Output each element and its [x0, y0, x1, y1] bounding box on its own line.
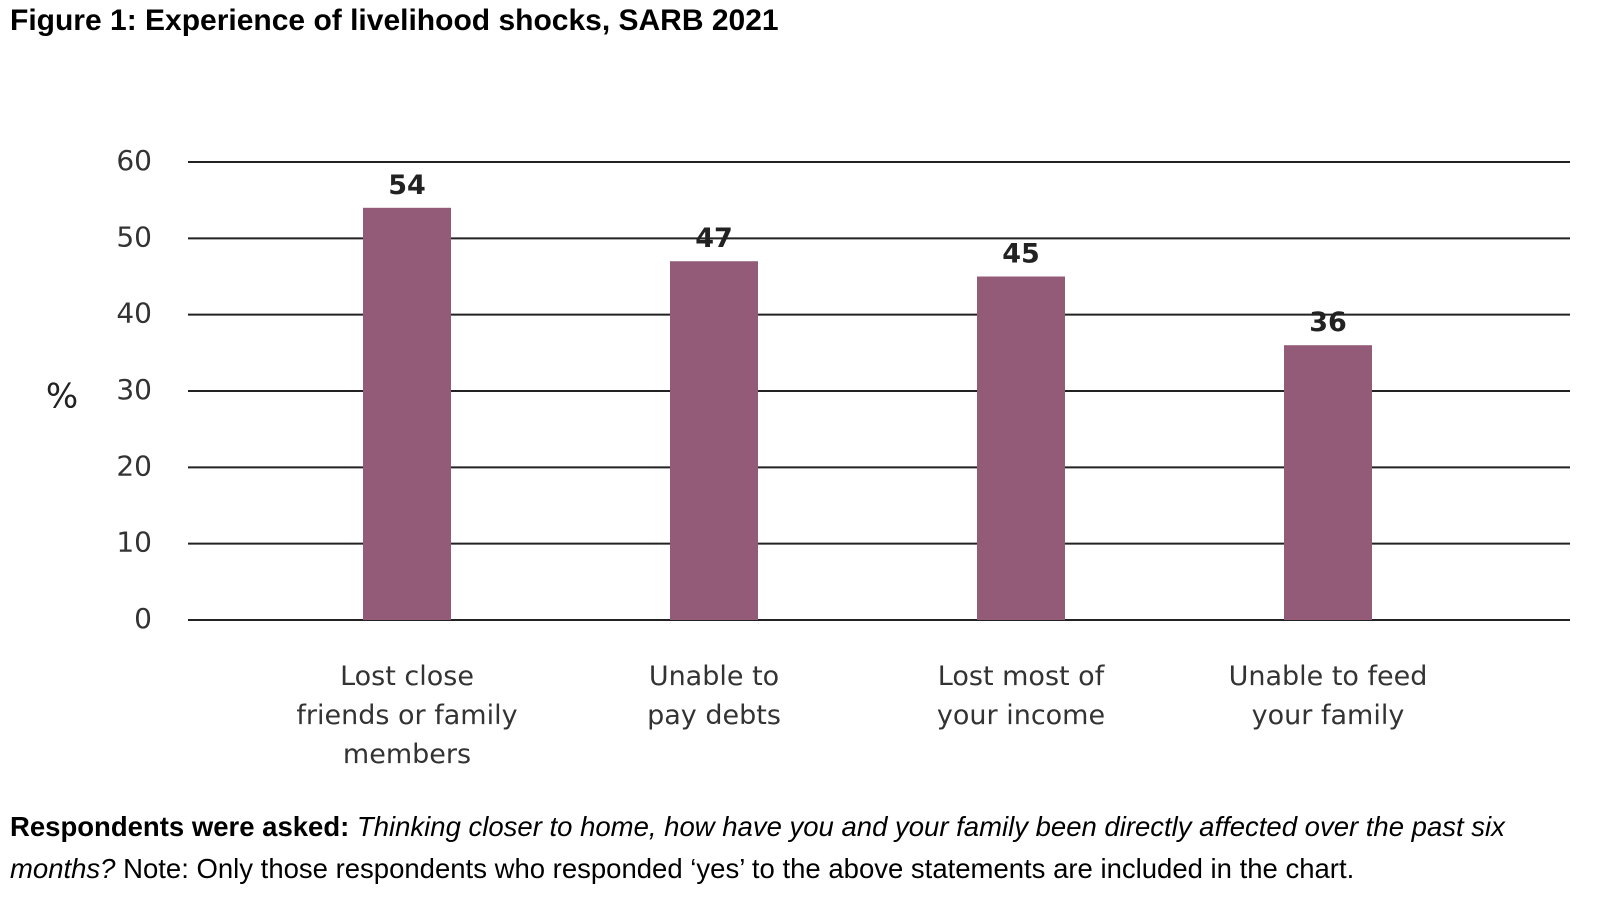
category-label-line: Lost most of [938, 661, 1106, 692]
y-axis-ticks: 0 10 20 30 40 50 60 [116, 144, 152, 635]
category-label-line: Unable to feed [1229, 661, 1428, 692]
bar [977, 276, 1065, 620]
category-label-line: your income [937, 700, 1105, 731]
category-label-line: Lost close [340, 661, 474, 692]
note-text: Note: Only those respondents who respond… [123, 853, 1355, 884]
bars [363, 207, 1372, 621]
category-label: Unable to pay debts [647, 661, 781, 731]
category-label: Lost close friends or family members [296, 661, 517, 770]
y-tick-label: 20 [116, 449, 152, 482]
y-tick-label: 0 [134, 602, 152, 635]
y-tick-label: 40 [116, 297, 152, 330]
note-question-label: Respondents were asked: [10, 811, 350, 842]
data-label: 47 [695, 223, 733, 254]
data-label: 54 [388, 170, 426, 201]
category-label-line: friends or family [296, 700, 517, 731]
category-label-line: Unable to [649, 661, 779, 692]
chart-note: Respondents were asked: Thinking closer … [10, 806, 1605, 890]
data-labels: 54 47 45 36 [388, 170, 1347, 338]
figure-title: Figure 1: Experience of livelihood shock… [10, 4, 779, 37]
bar [670, 261, 758, 620]
y-axis-label: % [46, 377, 78, 417]
bar [363, 207, 451, 621]
category-label-line: members [343, 739, 471, 770]
y-tick-label: 60 [116, 144, 152, 177]
category-label: Unable to feed your family [1229, 661, 1428, 731]
bar-chart: 0 10 20 30 40 50 60 54 47 45 36 Lost close friends… [46, 144, 1570, 770]
note-question-text: Thinking closer to home, how have you an… [10, 811, 1505, 884]
y-tick-label: 10 [116, 526, 152, 559]
y-tick-label: 50 [116, 220, 152, 253]
data-label: 36 [1309, 307, 1347, 338]
category-label-line: your family [1252, 700, 1405, 731]
bar [1284, 345, 1372, 620]
y-tick-label: 30 [116, 373, 152, 406]
category-labels: Lost close friends or family members Unable… [296, 661, 1427, 770]
category-label: Lost most of your income [937, 661, 1106, 731]
data-label: 45 [1002, 239, 1040, 270]
category-label-line: pay debts [647, 700, 781, 731]
